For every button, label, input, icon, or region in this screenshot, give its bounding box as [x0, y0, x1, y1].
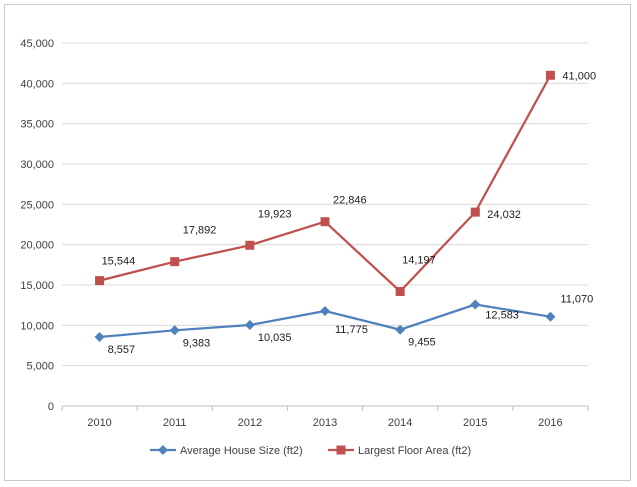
y-axis-ticks: 0 5,000 10,000 15,000 20,000 25,000 30,000 35,0…: [20, 38, 54, 413]
y-tick-label: 25,000: [20, 199, 54, 211]
data-label: 8,557: [108, 344, 136, 356]
legend-label: Average House Size (ft2): [180, 445, 303, 457]
gridlines: [62, 42, 588, 367]
data-point: [320, 217, 330, 227]
data-point: [244, 320, 255, 331]
y-tick-label: 35,000: [20, 119, 54, 131]
data-point: [95, 276, 105, 286]
x-tick-label: 2016: [538, 417, 562, 429]
x-tick-label: 2015: [463, 417, 487, 429]
data-label: 9,383: [183, 337, 211, 349]
x-tick-label: 2010: [87, 417, 111, 429]
x-axis: [61, 405, 589, 411]
data-label: 12,583: [485, 309, 519, 321]
y-tick-label: 40,000: [20, 78, 54, 90]
data-label: 15,544: [102, 256, 136, 268]
legend-marker: [158, 445, 168, 455]
data-label: 19,923: [258, 208, 292, 220]
data-point: [545, 70, 555, 80]
series-line-largest-floor-area: [99, 74, 552, 293]
y-tick-label: 30,000: [20, 159, 54, 171]
data-label: 9,455: [408, 337, 436, 349]
data-point: [470, 299, 481, 310]
x-tick-label: 2014: [388, 417, 412, 429]
x-tick-label: 2013: [313, 417, 337, 429]
data-point: [470, 207, 480, 217]
data-point: [94, 331, 105, 342]
x-axis-ticks: 2010 2011 2012 2013 2014 2015 2016: [87, 417, 562, 429]
data-point: [170, 257, 180, 267]
data-point: [395, 324, 406, 335]
legend-marker: [336, 445, 346, 455]
data-point: [395, 286, 405, 296]
data-label: 11,070: [560, 294, 593, 306]
x-tick-label: 2011: [163, 417, 187, 429]
x-tick-label: 2012: [238, 417, 262, 429]
data-label: 14,197: [402, 254, 436, 266]
data-labels: 8,557 9,383 10,035 11,775 9,455 12,583 11,070 1…: [102, 70, 597, 356]
data-point: [245, 240, 255, 250]
data-label: 24,032: [487, 209, 521, 221]
legend-label: Largest Floor Area (ft2): [358, 445, 471, 457]
data-label: 10,035: [258, 332, 292, 344]
y-tick-label: 5,000: [26, 361, 54, 373]
y-tick-label: 20,000: [20, 240, 54, 252]
y-tick-label: 10,000: [20, 320, 54, 332]
data-point: [169, 325, 180, 336]
series-group: [94, 70, 556, 342]
data-label: 22,846: [333, 195, 367, 207]
y-tick-label: 15,000: [20, 280, 54, 292]
data-label: 41,000: [562, 70, 596, 82]
data-label: 11,775: [335, 324, 368, 336]
data-label: 17,892: [183, 225, 217, 237]
y-tick-label: 0: [48, 401, 54, 413]
y-tick-label: 45,000: [20, 38, 54, 50]
legend: Average House Size (ft2) Largest Floor Ar…: [150, 445, 471, 457]
data-point: [320, 306, 330, 317]
data-point: [545, 311, 556, 322]
